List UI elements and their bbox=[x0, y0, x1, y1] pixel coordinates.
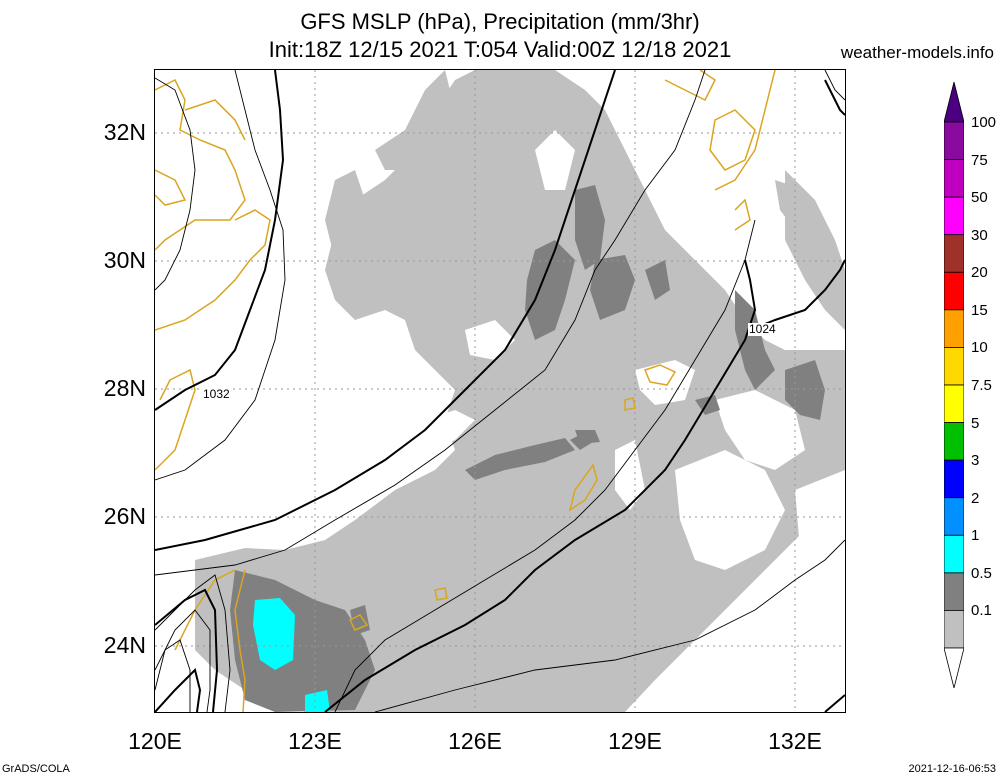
lon-label-126e: 126E bbox=[448, 728, 502, 754]
colorbar-box bbox=[944, 497, 964, 536]
title-line-1: GFS MSLP (hPa), Precipitation (mm/3hr) bbox=[300, 9, 700, 34]
contour-label-1032: 1032 bbox=[202, 387, 231, 401]
colorbar-box bbox=[944, 121, 964, 160]
colorbar-box bbox=[944, 347, 964, 386]
precip-cyan-1 bbox=[253, 598, 295, 670]
precip-mid-c4 bbox=[645, 260, 670, 300]
precip-mid-sw2 bbox=[350, 605, 370, 635]
map-svg bbox=[155, 70, 845, 712]
colorbar-box bbox=[944, 309, 964, 348]
precip-light-ne2 bbox=[775, 180, 815, 230]
lat-label-26n: 26N bbox=[103, 503, 146, 529]
precip-mid-c3 bbox=[590, 255, 635, 320]
colorbar-label: 50 bbox=[971, 189, 988, 207]
colorbar-label: 20 bbox=[971, 264, 988, 282]
colorbar-box bbox=[944, 196, 964, 236]
colorbar-label: 30 bbox=[971, 226, 988, 244]
colorbar-box bbox=[944, 422, 964, 461]
map-panel: 1032 1024 bbox=[154, 69, 846, 713]
lat-label-24n: 24N bbox=[103, 632, 146, 658]
chart-title: GFS MSLP (hPa), Precipitation (mm/3hr) I… bbox=[140, 8, 860, 64]
precip-mid-s1 bbox=[575, 430, 600, 444]
precip-gap-8 bbox=[535, 130, 575, 190]
colorbar-label: 100 bbox=[971, 114, 997, 131]
precip-mid-e3 bbox=[695, 395, 720, 415]
precip-gap-6 bbox=[675, 450, 785, 570]
precip-mid-c2 bbox=[525, 240, 575, 340]
precip-gap-3 bbox=[635, 360, 695, 405]
colorbar-box bbox=[944, 572, 964, 611]
precip-gap-4 bbox=[715, 390, 805, 470]
precip-gap-1 bbox=[315, 410, 475, 465]
colorbar-label: 5 bbox=[971, 414, 980, 432]
title-line-2: Init:18Z 12/15 2021 T:054 Valid:00Z 12/1… bbox=[268, 37, 732, 62]
precip-light-n2 bbox=[325, 170, 365, 260]
lat-label-30n: 30N bbox=[103, 247, 146, 273]
precip-gap-9 bbox=[695, 640, 735, 685]
lat-label-32n: 32N bbox=[103, 119, 146, 145]
colorbar-box bbox=[944, 234, 964, 273]
colorbar-bottom-arrow bbox=[944, 647, 964, 688]
precip-gap-7 bbox=[795, 470, 845, 590]
colorbar-box bbox=[944, 534, 964, 574]
footer-software: GrADS/COLA bbox=[2, 763, 70, 775]
precip-mid-c1 bbox=[575, 185, 605, 270]
lat-lon-grid bbox=[155, 70, 845, 712]
lon-label-123e: 123E bbox=[288, 728, 342, 754]
lon-label-129e: 129E bbox=[608, 728, 662, 754]
colorbar-box bbox=[944, 159, 964, 198]
colorbar-label: 15 bbox=[971, 301, 988, 319]
colorbar-label: 2 bbox=[971, 489, 980, 507]
precip-gap-2 bbox=[465, 320, 515, 360]
colorbar-label: 0.5 bbox=[971, 564, 992, 582]
isobars-thick bbox=[155, 70, 845, 712]
lon-label-132e: 132E bbox=[768, 728, 822, 754]
colorbar-box bbox=[944, 271, 964, 311]
colorbar-label: 75 bbox=[971, 151, 988, 169]
precip-colorbar bbox=[944, 82, 964, 688]
colorbar-boxes bbox=[944, 121, 964, 649]
precip-mid-e2 bbox=[785, 360, 825, 420]
colorbar-top-arrow bbox=[944, 82, 964, 123]
precip-light-n1 bbox=[375, 70, 455, 170]
lon-label-120e: 120E bbox=[128, 728, 182, 754]
colorbar-label: 10 bbox=[971, 339, 988, 357]
colorbar-label: 1 bbox=[971, 527, 980, 545]
precip-cyan-2 bbox=[305, 690, 330, 712]
colorbar-box bbox=[944, 384, 964, 423]
colorbar-label: 3 bbox=[971, 452, 980, 470]
lat-label-28n: 28N bbox=[103, 375, 146, 401]
colorbar-label: 0.1 bbox=[971, 602, 992, 620]
precip-mid-e1 bbox=[735, 290, 775, 390]
footer-timestamp: 2021-12-16-06:53 bbox=[908, 763, 996, 775]
coastlines bbox=[155, 70, 776, 712]
colorbar-box bbox=[944, 610, 964, 649]
precip-mid-band bbox=[465, 438, 575, 480]
site-watermark: weather-models.info bbox=[840, 43, 994, 62]
contour-label-1024: 1024 bbox=[748, 322, 777, 336]
isobars-thin bbox=[155, 70, 845, 712]
colorbar-label: 7.5 bbox=[971, 377, 992, 394]
precip-gap-5 bbox=[615, 440, 645, 510]
colorbar-box bbox=[944, 459, 964, 499]
